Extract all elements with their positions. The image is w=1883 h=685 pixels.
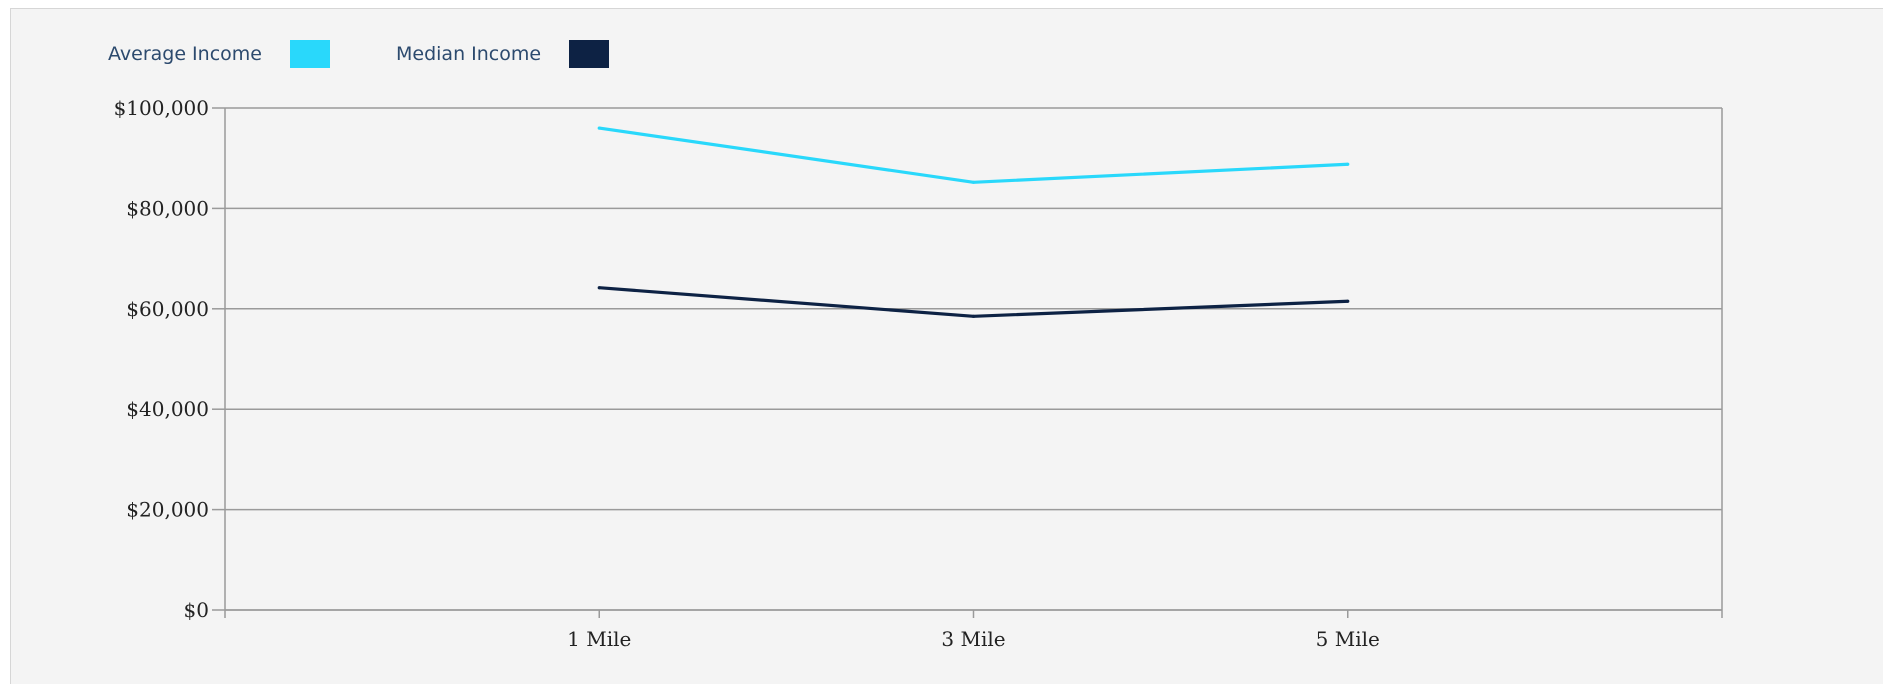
legend-swatch-average-income: [289, 40, 330, 68]
legend-item-median-income[interactable]: Median Income: [396, 38, 610, 70]
legend-label-average-income: Average Income: [108, 43, 262, 65]
legend-label-median-income: Median Income: [396, 43, 542, 65]
data-point-average-income-2: [1346, 162, 1350, 166]
y-tick-label-1: $20,000: [126, 498, 209, 522]
data-point-median-income-2: [1346, 299, 1350, 303]
series-line-average-income: [599, 126, 1348, 184]
y-tick-label-3: $60,000: [126, 297, 209, 321]
y-tick-label-2: $40,000: [126, 397, 209, 421]
data-point-average-income-0: [597, 126, 601, 130]
y-tick-label-5: $100,000: [114, 96, 209, 120]
legend-item-average-income[interactable]: Average Income: [108, 38, 330, 70]
line-chart: $0 $20,000 $40,000 $60,000 $80,000 $100,000 1 …: [114, 96, 1723, 651]
x-tick-label-1: 3 Mile: [941, 627, 1005, 651]
legend-swatch-median-income: [569, 40, 610, 68]
chart-panel: Average Income Median Income $0 $20,000 $4…: [10, 8, 1883, 684]
data-point-median-income-1: [971, 314, 976, 318]
series-line-median-income: [599, 286, 1348, 318]
data-point-average-income-1: [971, 180, 976, 184]
y-tick-label-4: $80,000: [126, 196, 209, 220]
y-tick-label-0: $0: [184, 598, 209, 622]
legend: Average Income Median Income: [11, 9, 811, 89]
x-tick-label-2: 5 Mile: [1316, 627, 1380, 651]
data-point-median-income-0: [597, 286, 601, 290]
x-tick-label-0: 1 Mile: [567, 627, 631, 651]
